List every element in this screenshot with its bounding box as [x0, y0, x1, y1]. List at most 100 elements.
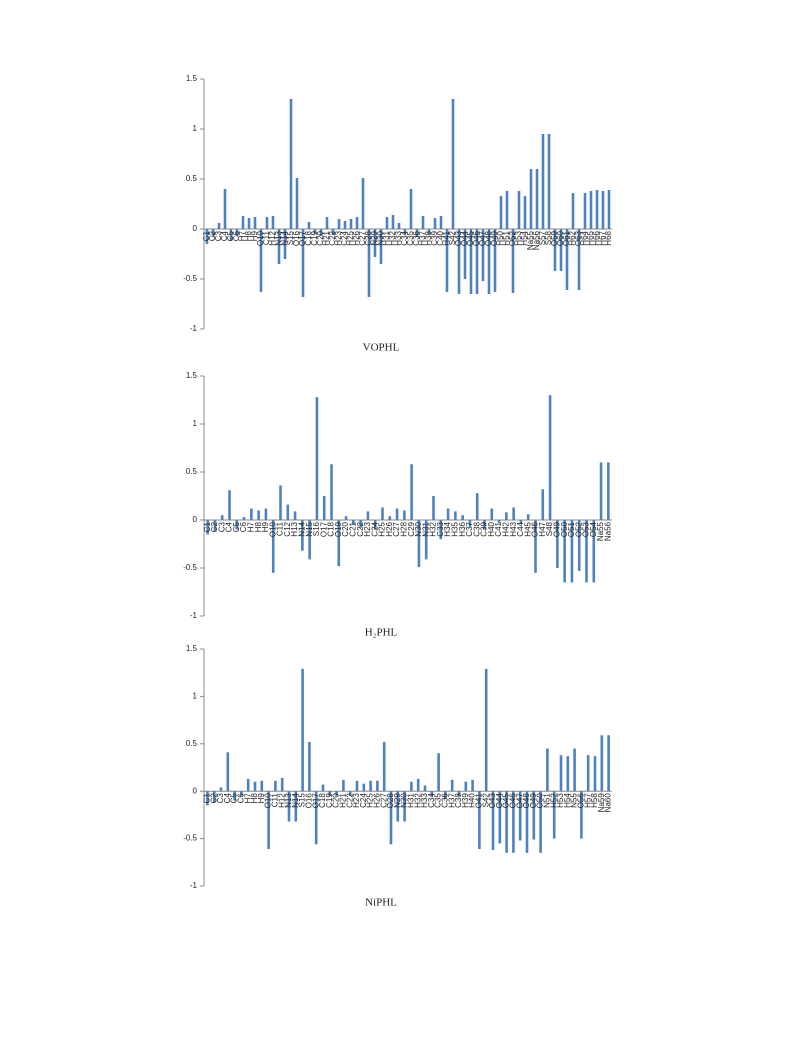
bar	[219, 787, 223, 792]
bar	[464, 781, 468, 792]
x-tick-label: C40	[436, 230, 445, 245]
bar	[577, 229, 581, 290]
bar	[552, 791, 556, 839]
y-tick-label: 1	[193, 692, 198, 701]
x-tick-label: N14	[297, 521, 306, 536]
x-tick-label: H31	[382, 230, 391, 245]
x-tick-label: H21	[322, 230, 331, 245]
bar	[274, 780, 277, 792]
bar	[242, 517, 246, 520]
x-tick-label: C11	[262, 230, 271, 245]
bar	[213, 520, 217, 532]
bar	[342, 779, 345, 792]
bar	[223, 189, 227, 229]
x-tick-label: O16	[305, 793, 314, 809]
bar	[511, 229, 515, 293]
x-tick-label: Na60	[604, 793, 613, 813]
x-tick-label: H32	[388, 230, 397, 245]
x-tick-label: C6	[237, 793, 246, 804]
x-tick-label: O17	[319, 521, 328, 537]
bar	[577, 520, 581, 571]
x-tick-label: H34	[443, 521, 452, 536]
x-tick-label: C35	[406, 230, 415, 245]
x-tick-label: C36	[441, 793, 450, 808]
bar	[343, 221, 347, 229]
y-tick-label: 0.5	[186, 174, 198, 183]
bar	[601, 191, 605, 229]
y-tick-label: -0.5	[183, 834, 197, 843]
bar	[490, 508, 494, 520]
y-tick-label: -0.5	[183, 563, 197, 572]
x-tick-label: H9	[250, 230, 259, 241]
x-tick-label: H21	[339, 793, 348, 808]
bar	[566, 756, 570, 792]
bar	[457, 229, 461, 294]
x-tick-label: S48	[545, 521, 554, 536]
x-tick-label: N30	[414, 521, 423, 536]
bar	[301, 229, 305, 297]
bar	[595, 190, 599, 229]
bar	[505, 512, 508, 520]
bar	[451, 99, 455, 229]
bar	[267, 791, 270, 850]
x-tick-label: H68	[604, 230, 613, 245]
bar	[388, 516, 392, 520]
bar	[240, 791, 243, 796]
x-tick-label: C1	[202, 230, 211, 241]
bar	[529, 169, 533, 229]
bar	[331, 229, 335, 235]
bar	[505, 791, 508, 853]
x-tick-label: H26	[385, 521, 394, 536]
bar	[344, 516, 348, 520]
x-tick-label: O43	[454, 230, 463, 246]
x-tick-label: O61	[562, 230, 571, 246]
bar	[279, 485, 282, 520]
x-tick-label: H33	[420, 793, 429, 808]
bar	[526, 514, 530, 520]
x-tick-label: H8	[250, 793, 259, 804]
x-tick-label: H7	[238, 230, 247, 241]
bar	[389, 791, 393, 845]
x-tick-label: H53	[514, 230, 523, 245]
x-tick-label: O46	[509, 793, 518, 809]
bar	[410, 464, 413, 520]
bar	[376, 780, 379, 792]
bar	[319, 229, 323, 236]
x-tick-label: N15	[305, 521, 314, 536]
x-tick-label: H54	[563, 793, 572, 808]
y-tick-label: 0.5	[186, 739, 198, 748]
x-tick-label: C24	[340, 230, 349, 245]
bar	[355, 217, 359, 229]
x-tick-label: O54	[589, 521, 598, 537]
bar	[525, 791, 529, 853]
x-tick-label: H36	[458, 521, 467, 536]
x-tick-label: C36	[412, 230, 421, 245]
bar	[253, 217, 257, 229]
bar	[410, 781, 413, 792]
x-tick-label: H37	[418, 230, 427, 245]
bar	[478, 791, 481, 850]
bar	[287, 791, 291, 822]
bar	[283, 229, 287, 259]
bar	[403, 510, 406, 520]
x-tick-label: O44	[460, 230, 469, 246]
x-tick-label: S15	[298, 793, 307, 808]
x-tick-label: C12	[283, 521, 292, 536]
x-tick-label: C18	[327, 521, 336, 536]
x-tick-label: C4	[223, 793, 232, 804]
bar	[260, 780, 264, 792]
bar	[206, 520, 209, 535]
bar	[512, 507, 515, 520]
bar	[432, 496, 435, 520]
bar	[553, 229, 557, 271]
x-tick-label: O56	[577, 793, 586, 809]
bar	[571, 193, 575, 229]
bar	[307, 222, 311, 229]
x-tick-label: H47	[538, 521, 547, 536]
bar	[457, 791, 461, 796]
chart-caption: VOPHL	[363, 342, 400, 354]
bar	[471, 779, 474, 792]
x-tick-label: C39	[480, 521, 489, 536]
y-tick-label: -1	[190, 881, 198, 890]
